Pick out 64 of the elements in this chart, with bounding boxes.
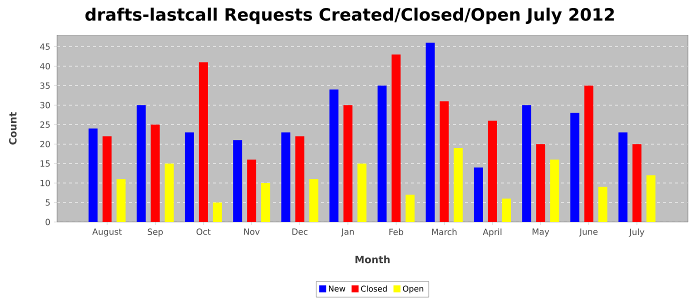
y-tick-label: 20 [40, 140, 50, 148]
bar [584, 86, 594, 222]
bar [261, 183, 270, 222]
bar [357, 164, 366, 222]
y-axis-title: Count [9, 112, 17, 145]
bar [392, 54, 401, 222]
legend-label: Closed [361, 286, 387, 292]
chart-title: drafts-lastcall Requests Created/Closed/Open July 2012 [85, 8, 614, 24]
y-tick-label: 45 [40, 44, 50, 50]
bar [502, 198, 511, 222]
bar [233, 140, 242, 222]
bar [150, 124, 160, 222]
bar [406, 194, 415, 222]
y-tick-label: 15 [40, 160, 50, 167]
bar [474, 167, 483, 222]
y-tick-label: 25 [40, 121, 50, 128]
bar [618, 132, 628, 222]
x-axis-title: Month [356, 256, 390, 264]
y-tick-label: 0 [46, 218, 50, 226]
bar [488, 120, 497, 222]
bar [116, 179, 126, 222]
bar [136, 105, 146, 222]
legend-label: Open [402, 286, 424, 294]
x-tick-label: June [579, 228, 598, 236]
bar [646, 175, 656, 222]
y-tick-label: 35 [40, 82, 50, 89]
bar [295, 136, 304, 222]
bar [550, 160, 560, 222]
bar [164, 164, 174, 222]
bar [378, 86, 387, 222]
bar [309, 179, 318, 222]
x-tick-label: April [482, 228, 502, 237]
bar [102, 136, 112, 222]
bar [632, 144, 642, 222]
legend-label: New [328, 286, 346, 292]
bar [598, 186, 608, 222]
bar [343, 105, 352, 222]
bar [329, 90, 338, 222]
bar [522, 105, 532, 222]
bar [184, 132, 194, 222]
bar [426, 42, 435, 222]
x-tick-label: Feb [389, 228, 404, 236]
bar [281, 132, 290, 222]
bar [247, 160, 256, 222]
bar [198, 62, 208, 222]
bar [440, 101, 449, 222]
y-tick-label: 5 [46, 199, 50, 206]
bar [88, 128, 98, 222]
x-tick-label: Oct [196, 228, 211, 235]
x-tick-label: Sep [148, 228, 163, 237]
bar [454, 148, 463, 222]
y-tick-label: 40 [40, 62, 50, 70]
x-tick-label: Dec [292, 228, 308, 235]
x-tick-label: July [628, 228, 644, 237]
x-tick-label: Nov [244, 228, 260, 235]
x-tick-label: May [532, 228, 550, 236]
bar [570, 112, 580, 222]
x-tick-label: August [92, 228, 122, 236]
bar [536, 144, 546, 222]
y-tick-label: 30 [40, 102, 50, 108]
x-tick-label: March [432, 228, 457, 236]
y-tick-label: 10 [40, 180, 50, 186]
x-tick-label: Jan [340, 228, 354, 236]
bar [212, 202, 222, 222]
